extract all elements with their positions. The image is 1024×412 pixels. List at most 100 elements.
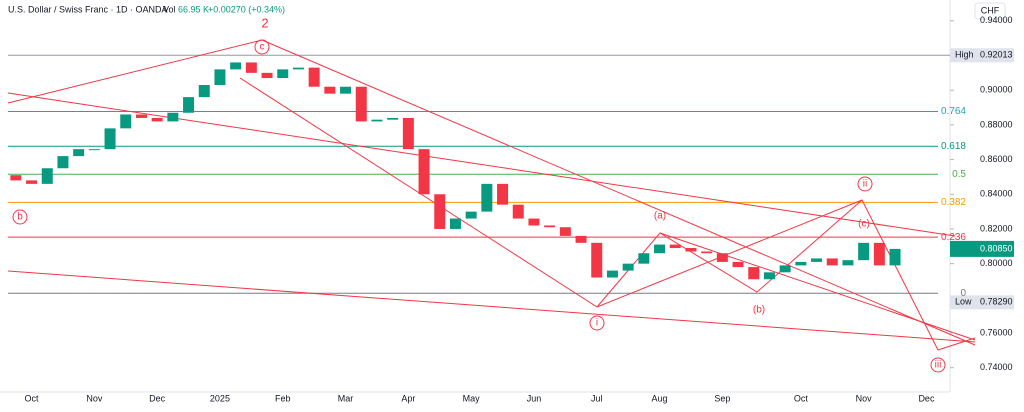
candle-body	[324, 86, 336, 94]
candle-body	[198, 84, 210, 98]
candle-body	[622, 263, 634, 271]
candle-body	[73, 149, 85, 157]
vol: 66.95 K	[178, 4, 209, 14]
last-price: 0.80850	[980, 243, 1013, 253]
x-tick-label: May	[463, 393, 481, 403]
fib-label: 0	[960, 288, 966, 299]
annotations: 2 c b (a) (b) (c) i ii iii	[7, 15, 976, 373]
candle-body	[811, 258, 823, 262]
wave-label: (a)	[654, 211, 666, 222]
trend-line	[7, 270, 976, 343]
candle-body	[26, 180, 38, 184]
candle-body	[449, 218, 461, 229]
candle-body	[57, 156, 69, 169]
x-tick-label: 2025	[210, 393, 230, 403]
candle-body	[701, 251, 713, 254]
candle-body	[654, 244, 666, 254]
candle-body	[638, 253, 650, 264]
candle-body	[120, 114, 132, 129]
candle-body	[308, 67, 320, 87]
low-label: Low	[955, 297, 972, 307]
candle-body	[669, 244, 681, 249]
low-value: 0.78290	[980, 297, 1013, 307]
candle-body	[151, 117, 163, 122]
high-label: High	[955, 50, 974, 60]
wave-circle	[12, 209, 28, 225]
candle-body	[214, 69, 226, 85]
fib-label: 0.764	[941, 106, 966, 117]
y-tick-label: 0.80000	[980, 258, 1013, 268]
candle-body	[104, 128, 116, 150]
candle-body	[230, 62, 242, 70]
candle-body	[748, 267, 760, 280]
candle-body	[732, 261, 744, 268]
candle-body	[183, 97, 195, 113]
y-tick-label: 0.90000	[980, 85, 1013, 95]
fib-label: 0.382	[941, 197, 966, 208]
wave-circle	[857, 176, 873, 192]
candle-body	[261, 72, 273, 79]
x-tick-label: Jun	[527, 393, 542, 403]
wave-label: (b)	[753, 305, 765, 316]
candle-body	[575, 235, 587, 243]
y-tick-label: 0.82000	[980, 223, 1013, 233]
candle-body	[685, 248, 697, 252]
x-tick-label: Dec	[149, 393, 166, 403]
symbol: U.S. Dollar / Swiss Franc · 1D · OANDA	[8, 4, 168, 14]
candle-body	[858, 242, 870, 261]
candle-body	[544, 225, 556, 228]
currency-box[interactable]	[974, 2, 1006, 20]
candle-body	[292, 67, 304, 70]
last-price-box	[950, 240, 1014, 257]
candle-body	[167, 112, 179, 122]
candle-body	[277, 69, 289, 79]
x-tick-label: Oct	[794, 393, 809, 403]
wave-label: b	[17, 212, 23, 223]
change: +0.00270 (+0.34%)	[208, 4, 285, 14]
candle-body	[434, 194, 446, 229]
candle-body	[371, 119, 383, 122]
fib-label: 0.236	[941, 232, 966, 243]
x-tick-label: Nov	[856, 393, 873, 403]
fib-label: 0.5	[952, 169, 966, 180]
candle-body	[873, 242, 885, 266]
candle-body	[465, 211, 477, 219]
vol-label: Vol	[163, 4, 176, 14]
candle-body	[88, 149, 100, 151]
trend-line	[239, 77, 598, 308]
trend-line	[596, 199, 863, 308]
y-tick-label: 0.74000	[980, 362, 1013, 372]
candle-body	[481, 183, 493, 212]
candle-body	[606, 270, 618, 278]
wave-label: (c)	[858, 219, 870, 230]
wave-label: i	[596, 318, 598, 329]
wave-circle	[254, 39, 270, 55]
wave-label: ii	[863, 179, 867, 190]
wave-circle	[930, 357, 946, 373]
candle-body	[418, 149, 430, 195]
candle-body	[512, 204, 524, 219]
candle-body	[842, 260, 854, 266]
x-tick-label: Mar	[338, 393, 354, 403]
currency[interactable]: CHF	[981, 5, 1000, 15]
x-tick-label: Jul	[591, 393, 603, 403]
x-tick-label: Sep	[714, 393, 730, 403]
candle-body	[763, 272, 775, 280]
low-box	[950, 295, 1014, 310]
y-tick-label: 0.94000	[980, 15, 1013, 25]
candle-body	[41, 168, 53, 184]
wave-path	[596, 199, 976, 351]
candle-body	[340, 86, 352, 94]
x-tick-label: Dec	[918, 393, 935, 403]
candle-body	[795, 261, 807, 266]
trend-line	[7, 39, 263, 104]
wave-label: iii	[935, 360, 942, 371]
y-tick-label: 0.86000	[980, 154, 1013, 164]
candle-body	[779, 265, 791, 273]
candle-body	[716, 253, 728, 262]
wave-label: 2	[261, 15, 268, 30]
candle-body	[889, 248, 901, 266]
candle-body	[355, 86, 367, 122]
fib-label: 0.618	[941, 141, 966, 152]
